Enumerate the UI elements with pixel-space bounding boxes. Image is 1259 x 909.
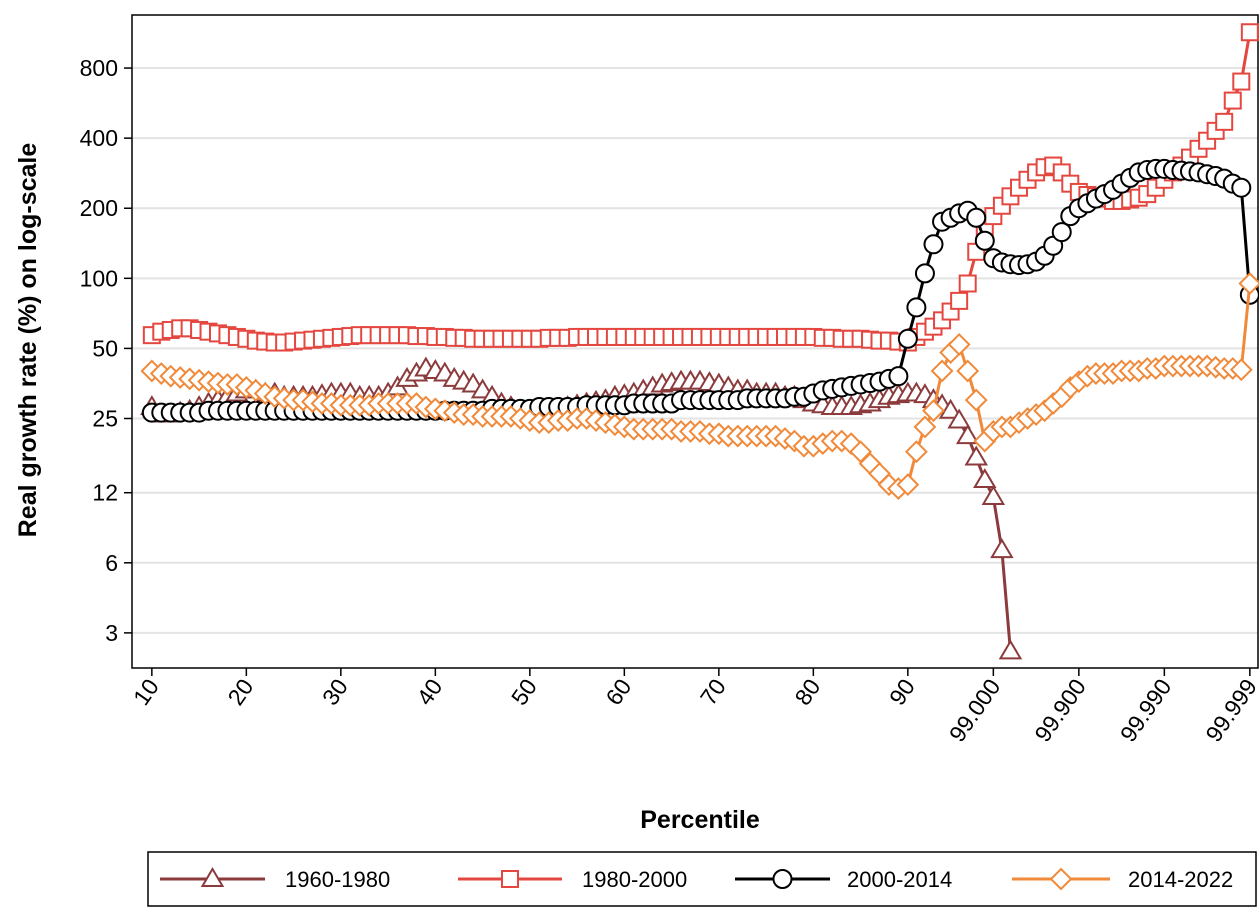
marker [950,291,969,310]
marker [906,297,927,318]
marker [1215,112,1234,131]
marker [974,230,995,251]
x-tick-label: 90 [884,674,920,710]
y-tick-label: 12 [92,480,118,506]
marker [966,207,987,228]
legend-marker [501,870,519,888]
legend-label: 2014-2022 [1128,867,1233,892]
marker [981,485,1006,506]
x-tick-label: 70 [695,674,731,710]
y-axis-title: Real growth rate (%) on log-scale [14,143,42,538]
marker [973,468,997,489]
y-tick-label: 6 [105,550,118,576]
x-tick-label: 40 [411,674,447,710]
x-tick-label: 99.999 [1200,674,1259,747]
x-tick-label: 99.000 [944,674,1006,747]
marker [904,440,928,464]
x-tick-label: 80 [789,674,825,710]
marker [923,234,944,255]
marker [998,639,1023,660]
y-tick-label: 50 [92,335,118,361]
legend-box [147,851,1257,907]
y-tick-label: 800 [80,55,118,81]
y-tick-label: 400 [80,125,118,151]
marker [1051,222,1072,243]
y-tick-label: 3 [105,620,118,646]
legend-label: 1980-2000 [582,867,687,892]
legend-marker [1049,867,1073,891]
legend-marker [200,867,225,887]
marker [947,333,971,356]
marker [938,398,963,419]
marker [1231,177,1252,198]
x-tick-label: 20 [222,674,258,710]
x-axis-title: Percentile [640,806,760,834]
marker [947,408,971,429]
marker [958,274,977,293]
marker [955,424,980,445]
x-tick-label: 50 [506,674,542,710]
y-tick-label: 200 [80,195,118,221]
marker [956,359,980,383]
x-tick-label: 99.900 [1029,674,1091,747]
marker [964,445,988,466]
x-tick-label: 60 [600,674,636,710]
marker [964,388,988,412]
marker [897,328,918,349]
marker [1238,272,1259,295]
y-tick-label: 25 [92,406,118,432]
marker [1232,72,1251,91]
marker [914,263,935,284]
x-tick-label: 30 [317,674,353,710]
y-tick-label: 100 [80,265,118,291]
marker [888,366,909,387]
x-tick-label: 99.990 [1115,674,1177,747]
marker [1240,23,1259,42]
plot-frame [131,14,1259,669]
marker [1223,91,1242,110]
marker [990,538,1014,559]
legend-marker [772,869,793,889]
marker [930,359,954,383]
marker [913,415,937,439]
x-tick-label: 10 [128,674,164,710]
marker [922,399,945,423]
legend-label: 1960-1980 [285,867,390,892]
marker [896,473,920,497]
legend-label: 2000-2014 [847,867,952,892]
marker [1229,358,1253,382]
